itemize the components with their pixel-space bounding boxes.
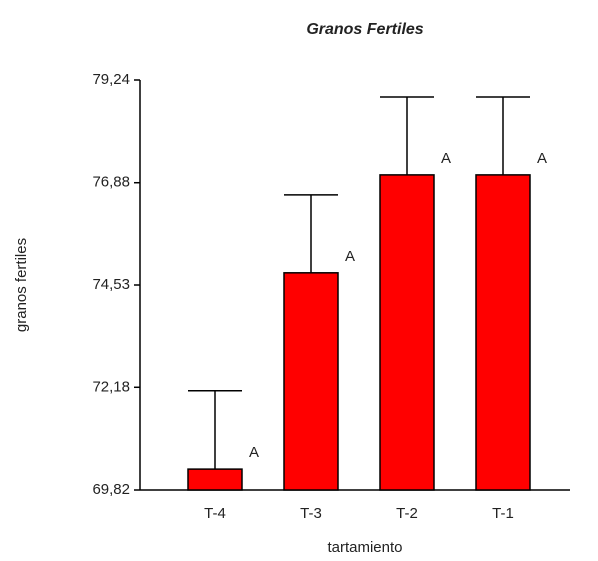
group-label: A [537, 150, 547, 167]
y-tick-label: 72,18 [92, 378, 130, 395]
group-label: A [345, 248, 355, 265]
y-tick-label: 69,82 [92, 481, 130, 498]
y-tick-label: 79,24 [92, 71, 130, 88]
group-label: A [249, 444, 259, 461]
bar [475, 174, 531, 491]
x-tick-label: T-2 [396, 505, 418, 522]
y-tick-label: 74,53 [92, 276, 130, 293]
y-axis-label: granos fertiles [13, 238, 30, 332]
group-label: A [441, 150, 451, 167]
x-tick-label: T-4 [204, 505, 226, 522]
x-axis-label: tartamiento [327, 539, 402, 556]
y-tick-label: 76,88 [92, 174, 130, 191]
bar [379, 174, 435, 491]
bar [187, 468, 243, 491]
chart-title: Granos Fertiles [306, 21, 423, 38]
x-tick-label: T-1 [492, 505, 514, 522]
x-tick-label: T-3 [300, 505, 322, 522]
bar [283, 272, 339, 491]
